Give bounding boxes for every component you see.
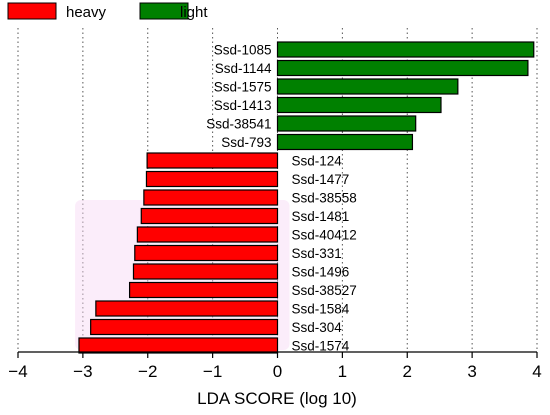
x-tick-label: −2 <box>138 362 157 381</box>
x-tick-label: 2 <box>403 362 412 381</box>
x-tick-label: −1 <box>203 362 222 381</box>
bar-ssd-40412 <box>136 226 279 243</box>
x-tick-label: −3 <box>73 362 92 381</box>
bar-ssd-38541 <box>276 115 417 132</box>
x-tick-label: 3 <box>467 362 476 381</box>
bar-label: Ssd-40412 <box>292 228 357 243</box>
bar-label: Ssd-1574 <box>292 339 350 354</box>
x-tick-label: 4 <box>532 362 541 381</box>
bar-label: Ssd-38558 <box>292 191 357 206</box>
legend-swatch-heavy <box>7 2 57 20</box>
bar-ssd-1496 <box>132 263 279 280</box>
bar-ssd-1481 <box>140 207 279 225</box>
bar-label: Ssd-1481 <box>292 209 350 224</box>
x-tick-label: 0 <box>273 362 282 381</box>
x-axis: −4 −3 −2 −1 0 1 2 3 4 <box>8 351 542 381</box>
bar-ssd-1575 <box>276 78 459 95</box>
bar-label: Ssd-124 <box>292 154 343 169</box>
bar-ssd-331 <box>134 244 279 262</box>
bar-ssd-793 <box>276 133 414 151</box>
bar-ssd-124 <box>146 152 279 169</box>
legend-swatch-light <box>139 2 189 20</box>
bar-ssd-1574 <box>78 337 279 354</box>
bar-label: Ssd-331 <box>292 246 342 261</box>
bar-label: Ssd-38527 <box>292 283 357 298</box>
x-axis-title: LDA SCORE (log 10) <box>197 389 357 408</box>
bar-label: Ssd-1144 <box>215 61 272 76</box>
x-tick-label: 1 <box>338 362 347 381</box>
x-tick-label: −4 <box>8 362 27 381</box>
bar-ssd-38558 <box>143 189 279 206</box>
bar-ssd-38527 <box>128 281 279 299</box>
bar-ssd-1144 <box>276 59 529 77</box>
label-layer: Ssd-1085 Ssd-1144 Ssd-1575 Ssd-1413 Ssd-3854… <box>206 43 357 354</box>
bar-label: Ssd-38541 <box>206 117 271 132</box>
bar-label: Ssd-304 <box>292 320 343 335</box>
bar-label: Ssd-1085 <box>214 43 272 58</box>
bar-ssd-1584 <box>95 300 279 317</box>
bar-label: Ssd-793 <box>221 135 271 150</box>
legend-label-heavy: heavy <box>66 4 107 21</box>
bar-ssd-1413 <box>276 96 442 114</box>
bar-label: Ssd-1413 <box>214 98 272 113</box>
bar-ssd-1085 <box>276 41 535 58</box>
legend: heavy light <box>7 2 208 21</box>
legend-label-light: light <box>180 4 208 21</box>
bar-ssd-1477 <box>145 170 279 188</box>
bar-label: Ssd-1575 <box>214 80 272 95</box>
bar-label: Ssd-1496 <box>292 265 350 280</box>
bar-label: Ssd-1477 <box>292 172 350 187</box>
bar-label: Ssd-1584 <box>292 302 350 317</box>
bar-layer <box>78 41 535 354</box>
bar-ssd-304 <box>90 318 279 336</box>
